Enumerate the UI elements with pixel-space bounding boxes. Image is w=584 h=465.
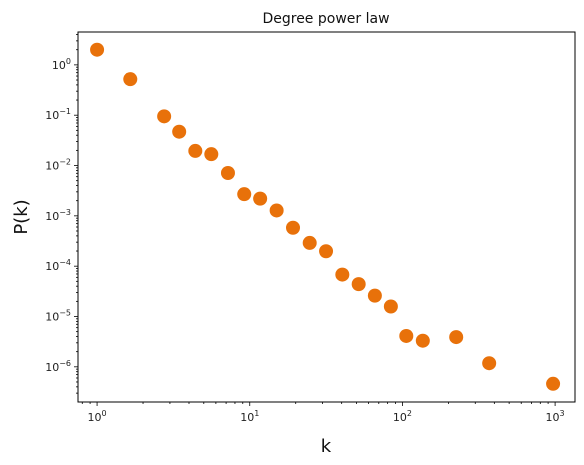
- data-point: [157, 109, 172, 124]
- data-point: [449, 330, 464, 345]
- data-point: [319, 244, 334, 259]
- data-point: [172, 124, 187, 139]
- data-point: [482, 356, 497, 371]
- data-point: [204, 147, 219, 162]
- data-point: [90, 42, 105, 57]
- data-point: [269, 203, 284, 218]
- data-point: [383, 299, 398, 314]
- data-point: [351, 277, 366, 292]
- chart-title: Degree power law: [262, 11, 389, 27]
- y-tick-label: 10−3: [45, 208, 71, 223]
- y-tick-label: 100: [52, 57, 71, 72]
- plot-area: [90, 42, 561, 391]
- y-tick-label: 10−5: [45, 308, 71, 323]
- data-point: [415, 333, 430, 348]
- y-tick-label: 10−4: [45, 258, 71, 273]
- y-tick-label: 10−1: [45, 107, 71, 122]
- data-point: [253, 191, 268, 206]
- data-point: [546, 376, 561, 391]
- data-point: [123, 72, 138, 87]
- y-tick-label: 10−6: [45, 359, 71, 374]
- y-tick-label: 10−2: [45, 158, 71, 173]
- x-tick-label: 103: [546, 409, 565, 424]
- x-axis-label: k: [321, 436, 332, 457]
- data-point: [220, 166, 235, 181]
- data-point: [237, 187, 252, 202]
- x-axis: 100 101 102 103: [81, 402, 565, 424]
- data-point: [335, 267, 350, 282]
- y-axis: 100 10−1 10−2 10−3 10−4 10−5 10−6: [45, 34, 78, 394]
- data-point: [302, 235, 317, 250]
- x-tick-label: 102: [393, 409, 412, 424]
- data-point: [367, 288, 382, 303]
- x-tick-label: 100: [88, 409, 107, 424]
- data-point: [399, 328, 414, 343]
- x-tick-label: 101: [240, 409, 259, 424]
- data-point: [188, 143, 203, 158]
- plot-frame: [77, 31, 576, 403]
- y-axis-label: P(k): [11, 199, 32, 234]
- data-point: [286, 220, 301, 235]
